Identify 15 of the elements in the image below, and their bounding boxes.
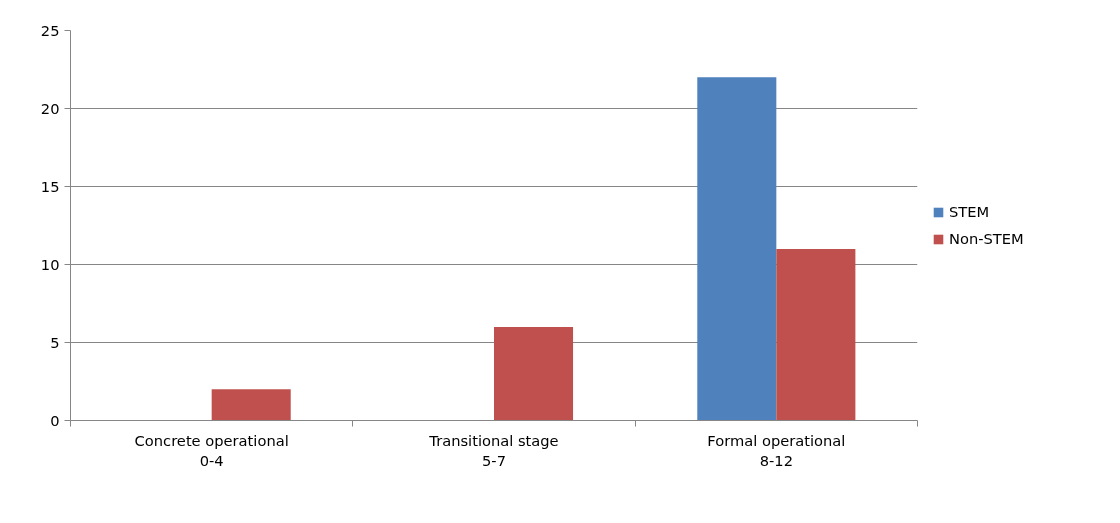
y-tick-label: 15: [40, 177, 60, 195]
y-tick-label: 10: [40, 255, 60, 273]
y-tick-label: 5: [50, 333, 60, 351]
bar: [211, 389, 291, 421]
bar: [697, 77, 777, 421]
y-tick-label: 20: [40, 99, 60, 117]
bar: [776, 248, 856, 421]
x-tick-label: Transitional stage 5-7: [428, 431, 559, 469]
y-tick-label: 25: [40, 21, 60, 39]
x-tick-label: Formal operational 8-12: [707, 431, 846, 469]
x-tick-label: Concrete operational 0-4: [134, 431, 289, 469]
bar: [494, 326, 574, 421]
legend-label: STEM: [949, 203, 990, 220]
legend-label: Non-STEM: [949, 230, 1024, 247]
y-tick-label: 0: [50, 411, 60, 429]
